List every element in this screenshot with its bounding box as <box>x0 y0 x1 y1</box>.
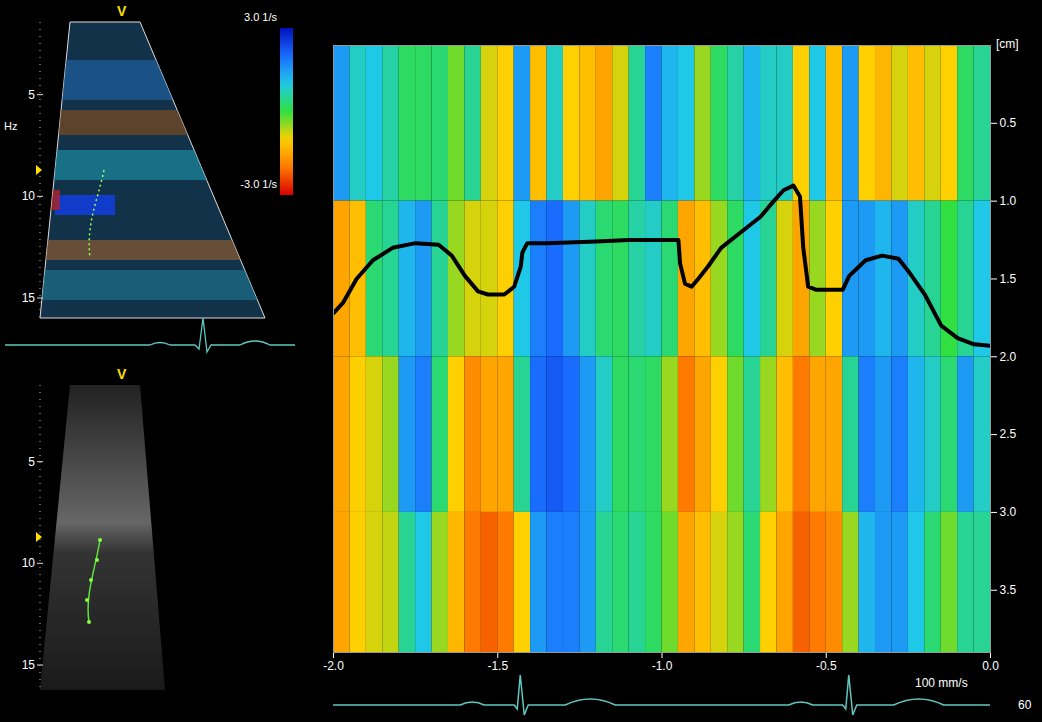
svg-text:5: 5 <box>28 455 35 469</box>
html-text:100 mm/s: 100 mm/s <box>915 676 968 690</box>
svg-text:-0.5: -0.5 <box>816 659 837 673</box>
svg-text:3.5: 3.5 <box>1000 583 1017 597</box>
svg-text:15: 15 <box>22 291 36 305</box>
html-text:[cm]: [cm] <box>996 37 1019 51</box>
html-text:60: 60 <box>1018 698 1032 712</box>
svg-text:15: 15 <box>22 658 36 672</box>
svg-text:0.0: 0.0 <box>982 659 999 673</box>
svg-text:Hz: Hz <box>4 120 17 132</box>
svg-text:-1.0: -1.0 <box>652 659 673 673</box>
svg-text:V: V <box>117 3 127 19</box>
svg-text:10: 10 <box>22 189 36 203</box>
svg-text:1.0: 1.0 <box>1000 194 1017 208</box>
svg-text:-2.0: -2.0 <box>323 659 344 673</box>
svg-text:5: 5 <box>28 88 35 102</box>
svg-text:3.0: 3.0 <box>1000 505 1017 519</box>
svg-text:2.0: 2.0 <box>1000 350 1017 364</box>
svg-text:2.5: 2.5 <box>1000 427 1017 441</box>
svg-text:3.0 1/s: 3.0 1/s <box>244 11 278 23</box>
svg-text:V: V <box>117 366 127 382</box>
svg-text:1.5: 1.5 <box>1000 272 1017 286</box>
svg-text:0.5: 0.5 <box>1000 116 1017 130</box>
svg-text:-3.0 1/s: -3.0 1/s <box>240 178 277 190</box>
svg-text:-1.5: -1.5 <box>487 659 508 673</box>
svg-text:10: 10 <box>22 556 36 570</box>
